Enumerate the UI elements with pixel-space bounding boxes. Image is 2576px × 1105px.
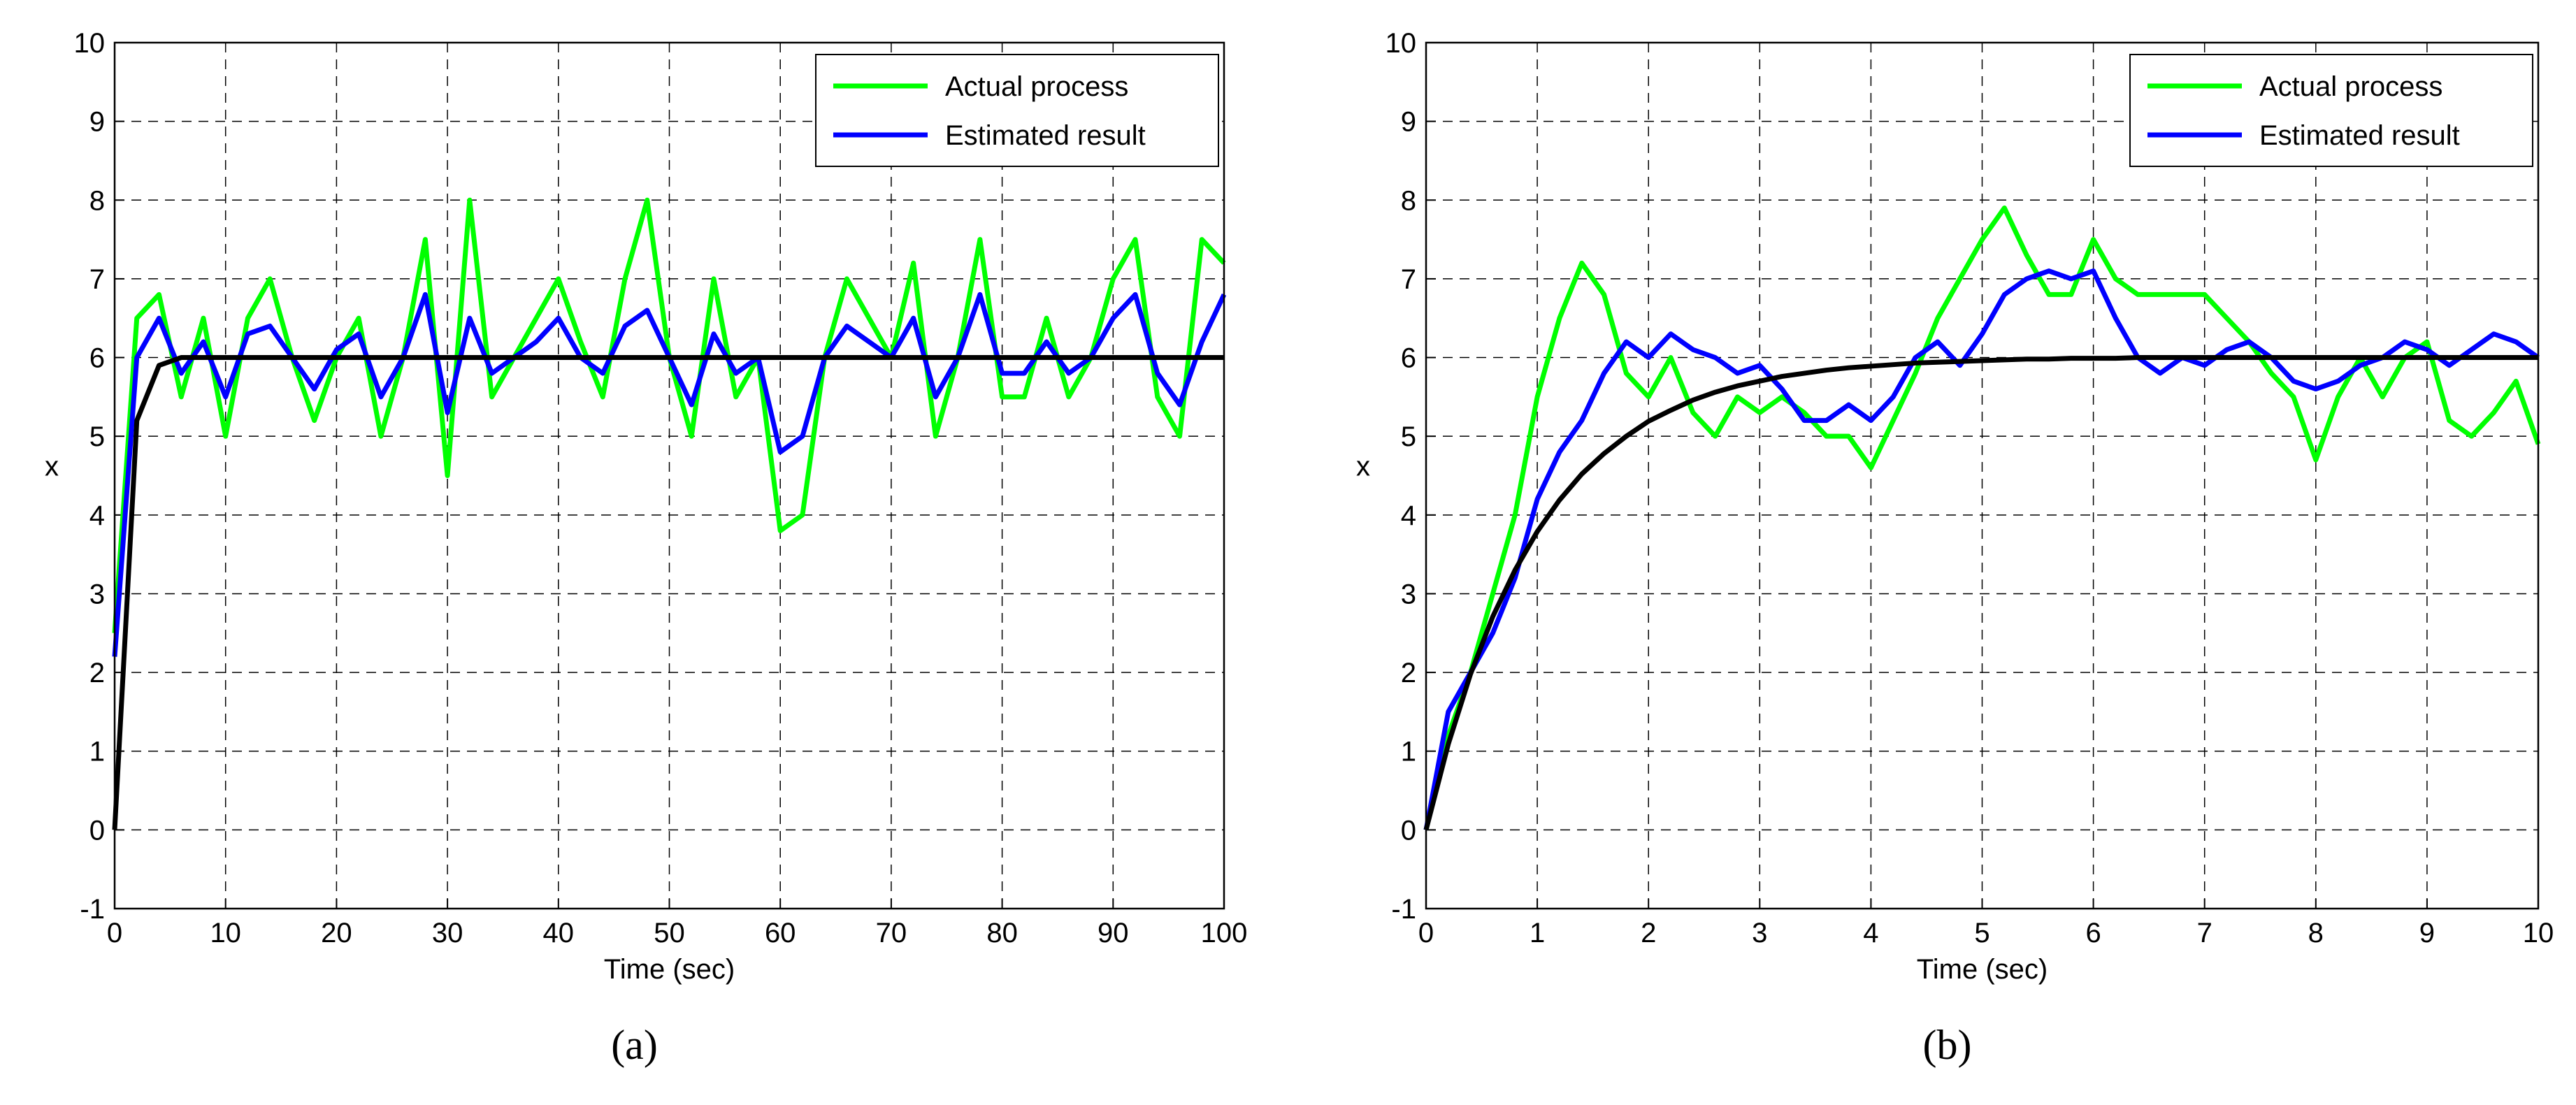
y-tick-label: 9: [1401, 107, 1416, 138]
y-tick-label: 4: [89, 500, 105, 531]
y-tick-label: 6: [89, 343, 105, 374]
y-axis-label: x: [1356, 452, 1370, 482]
y-tick-label: 3: [1401, 579, 1416, 609]
y-tick-label: 5: [89, 421, 105, 452]
x-tick-label: 50: [654, 918, 685, 948]
y-axis-label: x: [45, 452, 59, 482]
y-tick-label: 4: [1401, 500, 1416, 531]
axes-frame: [1425, 41, 2540, 910]
x-tick-label: 7: [2197, 918, 2212, 948]
legend: Actual process Estimated result: [815, 54, 1219, 167]
x-tick-label: 20: [321, 918, 352, 948]
plot-area: [1426, 43, 2538, 909]
series-line: [112, 355, 1224, 830]
x-axis-label: Time (sec): [604, 954, 735, 985]
y-tick-label: -1: [1391, 894, 1416, 925]
legend-label: Estimated result: [945, 120, 1146, 151]
y-tick-label: -1: [80, 894, 105, 925]
x-tick-label: 40: [543, 918, 575, 948]
x-tick-label: 70: [876, 918, 907, 948]
x-tick-label: 10: [2523, 918, 2554, 948]
x-tick-label: 3: [1752, 918, 1767, 948]
x-tick-label: 4: [1863, 918, 1878, 948]
legend-label: Actual process: [945, 71, 1128, 102]
x-tick-label: 9: [2419, 918, 2435, 948]
panel-caption: (b): [1923, 1022, 1972, 1068]
legend-label: Estimated result: [2259, 120, 2460, 151]
y-tick-label: 8: [1401, 185, 1416, 216]
y-tick-label: 2: [1401, 658, 1416, 688]
x-tick-label: 0: [1418, 918, 1434, 948]
y-tick-label: 8: [89, 185, 105, 216]
x-tick-label: 1: [1530, 918, 1545, 948]
y-tick-label: 0: [89, 815, 105, 846]
axes-frame: [113, 41, 1225, 910]
x-tick-label: 30: [432, 918, 463, 948]
x-tick-label: 90: [1098, 918, 1129, 948]
y-tick-label: 2: [89, 658, 105, 688]
legend-box: [2129, 54, 2533, 167]
y-tick-label: 10: [74, 28, 106, 59]
x-tick-label: 2: [1641, 918, 1656, 948]
x-axis-label: Time (sec): [1917, 954, 2048, 985]
x-tick-label: 80: [986, 918, 1018, 948]
y-tick-label: 3: [89, 579, 105, 609]
panel-caption: (a): [611, 1022, 658, 1068]
x-tick-label: 5: [1974, 918, 1989, 948]
x-tick-label: 6: [2085, 918, 2101, 948]
x-tick-label: 8: [2308, 918, 2324, 948]
y-tick-label: 7: [1401, 264, 1416, 295]
y-tick-label: 7: [89, 264, 105, 295]
x-tick-label: 0: [107, 918, 122, 948]
y-tick-label: 9: [89, 107, 105, 138]
x-tick-label: 100: [1201, 918, 1248, 948]
y-tick-label: 1: [1401, 737, 1416, 767]
y-tick-label: 0: [1401, 815, 1416, 846]
series-line: [1423, 355, 2538, 831]
y-tick-label: 5: [1401, 421, 1416, 452]
x-tick-label: 60: [765, 918, 796, 948]
y-tick-label: 10: [1386, 28, 1417, 59]
legend-label: Actual process: [2259, 71, 2442, 102]
legend-box: [815, 54, 1219, 167]
legend: Actual process Estimated result: [2129, 54, 2533, 167]
series-line: [1423, 268, 2540, 831]
y-tick-label: 6: [1401, 343, 1416, 374]
plot-area: [115, 43, 1224, 909]
x-tick-label: 10: [210, 918, 241, 948]
y-tick-label: 1: [89, 737, 105, 767]
